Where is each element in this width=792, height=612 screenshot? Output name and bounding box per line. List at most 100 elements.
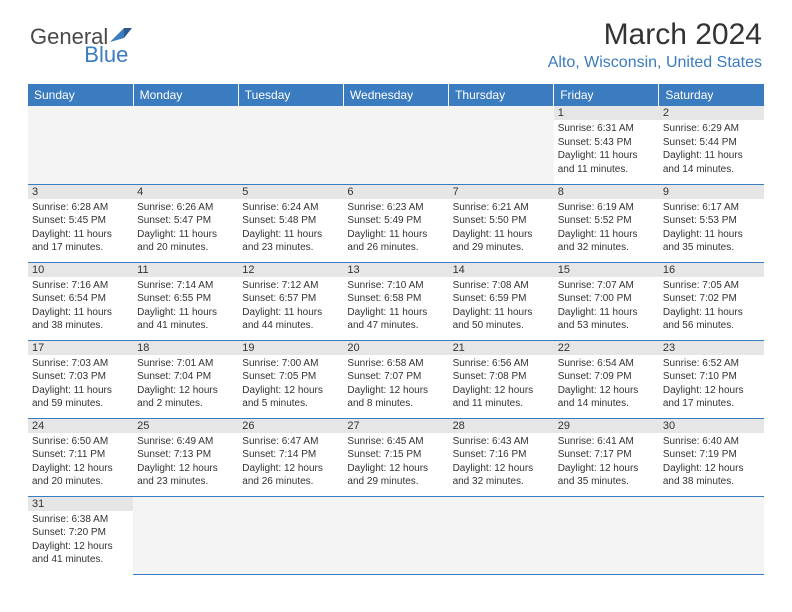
day-number: 12 [238, 263, 343, 277]
daylight-line1: Daylight: 11 hours [347, 228, 444, 242]
daylight-line2: and 26 minutes. [242, 475, 339, 489]
daylight-line2: and 29 minutes. [347, 475, 444, 489]
sunset-line: Sunset: 5:53 PM [663, 214, 760, 228]
day-number: 7 [449, 185, 554, 199]
day-cell: 28Sunrise: 6:43 AMSunset: 7:16 PMDayligh… [449, 418, 554, 496]
daylight-line1: Daylight: 12 hours [663, 384, 760, 398]
calendar-body: 1Sunrise: 6:31 AMSunset: 5:43 PMDaylight… [28, 106, 764, 574]
weekday-header: Saturday [659, 84, 764, 106]
daylight-line2: and 59 minutes. [32, 397, 129, 411]
daylight-line2: and 2 minutes. [137, 397, 234, 411]
day-details: Sunrise: 6:38 AMSunset: 7:20 PMDaylight:… [28, 511, 133, 571]
sunset-line: Sunset: 7:17 PM [558, 448, 655, 462]
sunset-line: Sunset: 5:50 PM [453, 214, 550, 228]
weekday-header: Wednesday [343, 84, 448, 106]
day-details: Sunrise: 6:56 AMSunset: 7:08 PMDaylight:… [449, 355, 554, 415]
day-number: 20 [343, 341, 448, 355]
sunrise-line: Sunrise: 6:17 AM [663, 201, 760, 215]
day-number: 26 [238, 419, 343, 433]
sunrise-line: Sunrise: 7:10 AM [347, 279, 444, 293]
day-cell: 15Sunrise: 7:07 AMSunset: 7:00 PMDayligh… [554, 262, 659, 340]
daylight-line1: Daylight: 11 hours [453, 306, 550, 320]
day-cell: 16Sunrise: 7:05 AMSunset: 7:02 PMDayligh… [659, 262, 764, 340]
daylight-line1: Daylight: 11 hours [32, 306, 129, 320]
day-details: Sunrise: 7:16 AMSunset: 6:54 PMDaylight:… [28, 277, 133, 337]
sunrise-line: Sunrise: 7:05 AM [663, 279, 760, 293]
daylight-line2: and 29 minutes. [453, 241, 550, 255]
daylight-line2: and 20 minutes. [32, 475, 129, 489]
sunrise-line: Sunrise: 6:58 AM [347, 357, 444, 371]
sunrise-line: Sunrise: 7:00 AM [242, 357, 339, 371]
sunset-line: Sunset: 7:13 PM [137, 448, 234, 462]
day-number: 25 [133, 419, 238, 433]
sunrise-line: Sunrise: 6:52 AM [663, 357, 760, 371]
day-cell: 9 Sunrise: 6:17 AMSunset: 5:53 PMDaylight… [659, 184, 764, 262]
daylight-line2: and 8 minutes. [347, 397, 444, 411]
daylight-line1: Daylight: 11 hours [242, 306, 339, 320]
empty-cell [449, 106, 554, 184]
day-details: Sunrise: 7:07 AMSunset: 7:00 PMDaylight:… [554, 277, 659, 337]
day-number: 10 [28, 263, 133, 277]
sunset-line: Sunset: 5:45 PM [32, 214, 129, 228]
day-cell: 4Sunrise: 6:26 AMSunset: 5:47 PMDaylight… [133, 184, 238, 262]
daylight-line2: and 11 minutes. [558, 163, 655, 177]
sunrise-line: Sunrise: 6:40 AM [663, 435, 760, 449]
daylight-line1: Daylight: 11 hours [32, 384, 129, 398]
day-number: 28 [449, 419, 554, 433]
daylight-line1: Daylight: 11 hours [137, 228, 234, 242]
daylight-line1: Daylight: 12 hours [137, 462, 234, 476]
empty-cell [343, 496, 448, 574]
day-number: 9 [659, 185, 764, 199]
daylight-line1: Daylight: 11 hours [558, 228, 655, 242]
daylight-line1: Daylight: 12 hours [558, 384, 655, 398]
day-number: 8 [554, 185, 659, 199]
day-number: 22 [554, 341, 659, 355]
daylight-line2: and 44 minutes. [242, 319, 339, 333]
day-cell: 3Sunrise: 6:28 AMSunset: 5:45 PMDaylight… [28, 184, 133, 262]
day-details: Sunrise: 6:49 AMSunset: 7:13 PMDaylight:… [133, 433, 238, 493]
sunset-line: Sunset: 7:10 PM [663, 370, 760, 384]
day-cell: 25Sunrise: 6:49 AMSunset: 7:13 PMDayligh… [133, 418, 238, 496]
calendar-row: 31Sunrise: 6:38 AMSunset: 7:20 PMDayligh… [28, 496, 764, 574]
sunrise-line: Sunrise: 7:01 AM [137, 357, 234, 371]
day-cell: 14Sunrise: 7:08 AMSunset: 6:59 PMDayligh… [449, 262, 554, 340]
day-cell: 30Sunrise: 6:40 AMSunset: 7:19 PMDayligh… [659, 418, 764, 496]
sunrise-line: Sunrise: 6:38 AM [32, 513, 129, 527]
sunrise-line: Sunrise: 7:12 AM [242, 279, 339, 293]
sunset-line: Sunset: 7:20 PM [32, 526, 129, 540]
sunrise-line: Sunrise: 7:14 AM [137, 279, 234, 293]
daylight-line1: Daylight: 11 hours [663, 228, 760, 242]
daylight-line1: Daylight: 12 hours [347, 462, 444, 476]
sunrise-line: Sunrise: 6:47 AM [242, 435, 339, 449]
daylight-line2: and 56 minutes. [663, 319, 760, 333]
empty-cell [659, 496, 764, 574]
sunset-line: Sunset: 7:15 PM [347, 448, 444, 462]
daylight-line1: Daylight: 12 hours [453, 384, 550, 398]
daylight-line1: Daylight: 12 hours [32, 462, 129, 476]
day-details: Sunrise: 7:10 AMSunset: 6:58 PMDaylight:… [343, 277, 448, 337]
day-number: 1 [554, 106, 659, 120]
sunset-line: Sunset: 6:58 PM [347, 292, 444, 306]
day-details: Sunrise: 7:01 AMSunset: 7:04 PMDaylight:… [133, 355, 238, 415]
daylight-line2: and 20 minutes. [137, 241, 234, 255]
calendar-row: 24Sunrise: 6:50 AMSunset: 7:11 PMDayligh… [28, 418, 764, 496]
sunset-line: Sunset: 7:00 PM [558, 292, 655, 306]
day-number: 4 [133, 185, 238, 199]
day-number: 14 [449, 263, 554, 277]
sunrise-line: Sunrise: 6:56 AM [453, 357, 550, 371]
daylight-line2: and 53 minutes. [558, 319, 655, 333]
calendar-table: SundayMondayTuesdayWednesdayThursdayFrid… [28, 84, 764, 575]
daylight-line2: and 32 minutes. [558, 241, 655, 255]
day-number: 23 [659, 341, 764, 355]
day-number: 11 [133, 263, 238, 277]
day-number: 31 [28, 497, 133, 511]
day-details: Sunrise: 6:24 AMSunset: 5:48 PMDaylight:… [238, 199, 343, 259]
day-details: Sunrise: 7:08 AMSunset: 6:59 PMDaylight:… [449, 277, 554, 337]
day-cell: 26Sunrise: 6:47 AMSunset: 7:14 PMDayligh… [238, 418, 343, 496]
daylight-line2: and 38 minutes. [32, 319, 129, 333]
calendar-head: SundayMondayTuesdayWednesdayThursdayFrid… [28, 84, 764, 106]
day-number: 16 [659, 263, 764, 277]
daylight-line1: Daylight: 12 hours [347, 384, 444, 398]
sunrise-line: Sunrise: 6:50 AM [32, 435, 129, 449]
title-block: March 2024 Alto, Wisconsin, United State… [548, 18, 762, 72]
